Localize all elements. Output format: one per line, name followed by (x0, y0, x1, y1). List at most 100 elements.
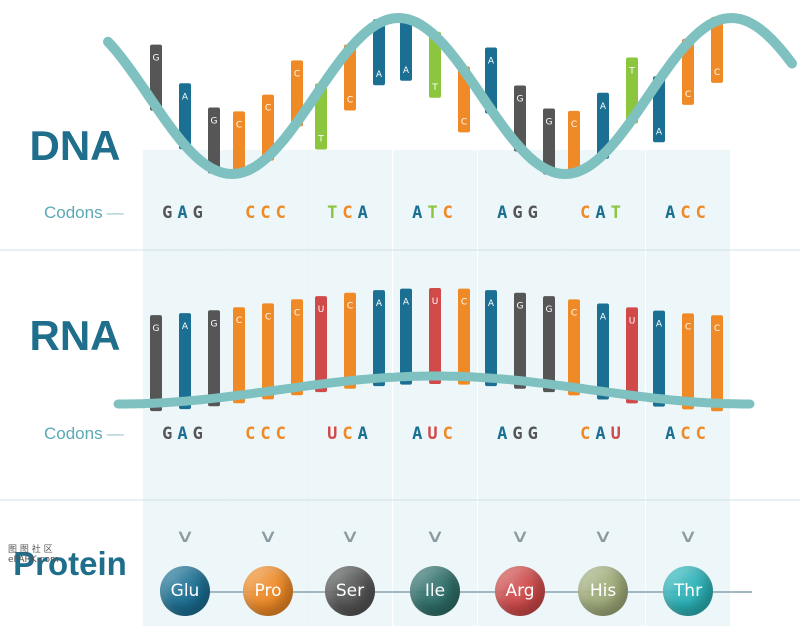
amino-acid-ser: Ser (325, 566, 375, 616)
watermark-line-1: 图 图 社 区 (8, 545, 53, 555)
rna-base-letter: G (153, 324, 160, 334)
rna-base-letter: U (318, 305, 325, 315)
rna-base-A: A (485, 290, 497, 387)
dna-codon-letter: G (192, 203, 208, 223)
rna-base-bar (344, 292, 356, 389)
rna-codon-letter: A (412, 424, 428, 444)
dna-base-C: C (568, 110, 580, 177)
dna-base-bar (597, 92, 609, 159)
rna-base-bar (485, 290, 497, 387)
rna-base-bar (179, 313, 191, 410)
dna-codon-letter: A (357, 203, 373, 223)
amino-acid-arg: Arg (495, 566, 545, 616)
dna-codon-letter: T (610, 203, 626, 223)
rna-base-letter: A (488, 299, 495, 309)
rna-base-C: C (291, 299, 303, 396)
dna-base-letter: T (431, 83, 438, 93)
dna-backbone (103, 12, 797, 180)
dna-base-letter: T (628, 67, 635, 77)
rna-base-letter: C (294, 308, 300, 318)
codons-label-text: Codons (44, 424, 103, 443)
dna-base-letter: A (488, 57, 495, 67)
rna-base-U: U (315, 296, 327, 393)
chevron-down-icon: ∨ (593, 526, 613, 547)
rna-codon-letter: C (680, 424, 696, 444)
dna-codon-6: CAT (563, 203, 643, 223)
rna-base-C: C (344, 292, 356, 389)
rna-base-bar (262, 303, 274, 400)
rna-base-letter: A (403, 298, 410, 308)
rna-base-letter: G (517, 302, 524, 312)
amino-acid-thr: Thr (663, 566, 713, 616)
dna-base-C: C (233, 111, 245, 178)
rna-codon-letter: C (442, 424, 458, 444)
rna-codon-letter: G (527, 424, 543, 444)
amino-acid-glu: Glu (160, 566, 210, 616)
dna-base-letter: A (182, 92, 189, 102)
rna-base-bar (400, 288, 412, 385)
rna-codon-letter: G (192, 424, 208, 444)
dna-codon-letter: A (665, 203, 681, 223)
rna-codon-letter: A (177, 424, 193, 444)
rna-base-C: C (233, 307, 245, 404)
chevron-down-icon: ∨ (678, 526, 698, 547)
rna-base-bar (597, 303, 609, 400)
dna-base-C: C (344, 44, 356, 111)
rna-base-A: A (653, 310, 665, 407)
chevron-down-icon: ∨ (258, 526, 278, 547)
dna-codon-3: TCA (310, 203, 390, 223)
dna-base-bar (568, 110, 580, 177)
dna-codon-1: GAG (145, 203, 225, 223)
dna-base-letter: A (376, 70, 383, 80)
rna-base-letter: G (546, 305, 553, 315)
rna-base-letter: A (656, 320, 663, 330)
rna-base-bar (233, 307, 245, 404)
rna-base-letter: A (182, 322, 189, 332)
amino-acid-ile: Ile (410, 566, 460, 616)
dna-codon-letter: C (275, 203, 291, 223)
rna-codons-label: Codons — (44, 424, 124, 444)
rna-codon-letter: G (512, 424, 528, 444)
rna-base-G: G (150, 315, 162, 412)
rna-codon-1: GAG (145, 424, 225, 444)
rna-codon-letter: U (610, 424, 626, 444)
dna-codon-letter: A (412, 203, 428, 223)
dna-base-G: G (543, 108, 555, 175)
dna-heading: DNA (29, 122, 121, 169)
dna-codon-letter: A (497, 203, 513, 223)
dna-base-letter: C (714, 68, 720, 78)
rna-base-U: U (429, 288, 441, 384)
dna-base-bar (262, 94, 274, 161)
dna-base-letter: A (600, 102, 607, 112)
protein-heading: Protein (13, 545, 127, 582)
rna-codon-letter: C (260, 424, 276, 444)
rna-codon-letter: C (275, 424, 291, 444)
codons-label-text: Codons (44, 203, 103, 222)
rna-base-bar (626, 307, 638, 404)
dna-base-G: G (208, 107, 220, 174)
rna-codon-5: AGG (480, 424, 560, 444)
dna-base-A: A (400, 14, 412, 81)
dna-base-letter: C (461, 117, 467, 127)
rna-base-bar (315, 296, 327, 393)
dna-codon-letter: G (512, 203, 528, 223)
dna-base-bar (711, 16, 723, 83)
rna-base-letter: C (714, 324, 720, 334)
rna-base-C: C (458, 288, 470, 385)
chevron-down-icon: ∨ (510, 526, 530, 547)
rna-base-G: G (208, 310, 220, 407)
dna-base-T: T (429, 31, 441, 98)
rna-codon-letter: A (665, 424, 681, 444)
rna-base-C: C (568, 299, 580, 396)
rna-base-letter: C (571, 308, 577, 318)
dna-base-letter: A (656, 127, 663, 137)
dna-base-bar (543, 108, 555, 175)
dna-base-letter: C (265, 104, 271, 114)
dna-codon-2: CCC (228, 203, 308, 223)
rna-base-A: A (400, 288, 412, 385)
dna-base-bar (344, 44, 356, 111)
rna-codon-letter: G (162, 424, 178, 444)
rna-codon-letter: C (695, 424, 711, 444)
dna-codon-letter: G (527, 203, 543, 223)
rna-base-letter: C (461, 298, 467, 308)
